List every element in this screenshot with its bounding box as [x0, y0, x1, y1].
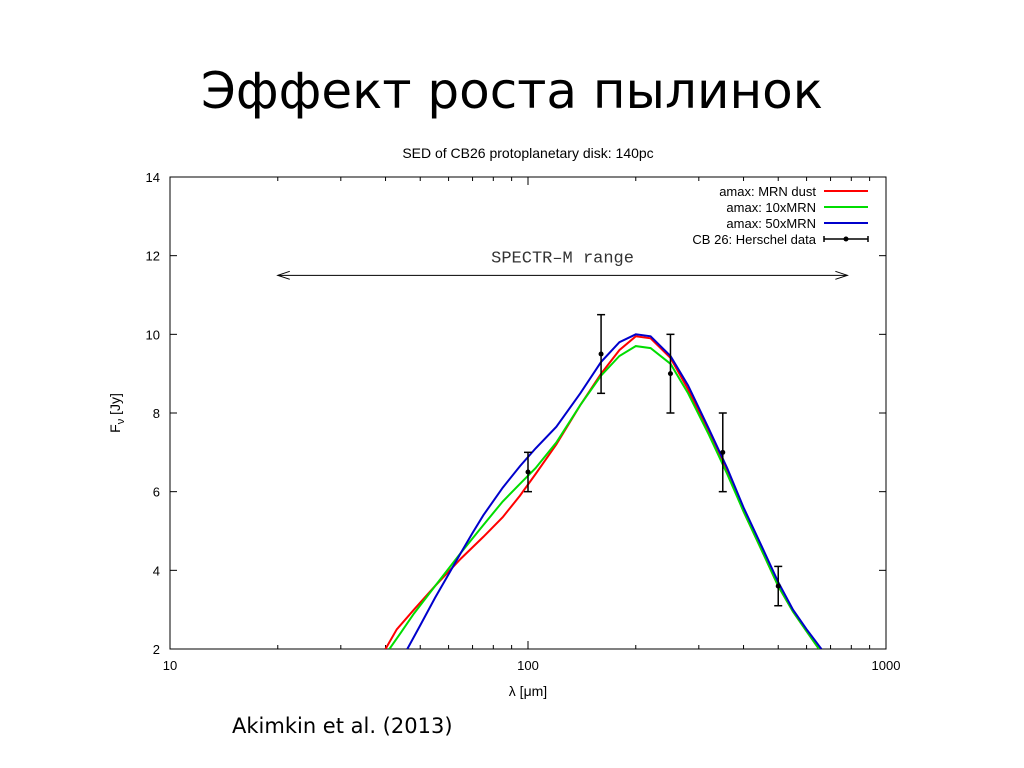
- range-annotation-label: SPECTR–M range: [491, 249, 634, 268]
- citation: Akimkin et al. (2013): [232, 714, 453, 738]
- y-tick-label: 4: [153, 563, 160, 578]
- legend-label: amax: 50xMRN: [726, 216, 816, 231]
- legend-label: amax: MRN dust: [719, 184, 816, 199]
- series-line-3: [406, 333, 823, 649]
- legend-label: amax: 10xMRN: [726, 200, 816, 215]
- range-arrow-head-right: [835, 270, 849, 280]
- data-point: [720, 449, 726, 455]
- y-tick-label: 14: [146, 170, 160, 185]
- legend-label: CB 26: Herschel data: [692, 232, 816, 247]
- legend-swatch-point: [843, 236, 849, 242]
- y-tick-label: 6: [153, 485, 160, 500]
- y-axis-label: Fν [Jy]: [107, 393, 127, 433]
- y-axis-label-sub: ν: [115, 418, 127, 424]
- range-arrow-head-left: [276, 270, 290, 280]
- y-axis-label-main: F: [107, 424, 123, 433]
- data-point: [525, 469, 531, 475]
- data-point: [667, 371, 673, 377]
- y-tick-label: 12: [146, 249, 160, 264]
- slide-title: Эффект роста пылинок: [201, 62, 823, 120]
- y-tick-label: 10: [146, 327, 160, 342]
- series-line-1: [384, 335, 820, 649]
- data-point: [598, 351, 604, 357]
- x-axis-label: λ [μm]: [509, 683, 547, 699]
- x-tick-label: 1000: [872, 658, 901, 673]
- x-tick-label: 10: [163, 658, 177, 673]
- data-point: [775, 583, 781, 589]
- x-tick-label: 100: [517, 658, 539, 673]
- y-tick-label: 2: [153, 642, 160, 657]
- y-axis-label-unit: [Jy]: [107, 393, 123, 419]
- chart-title: SED of CB26 protoplanetary disk: 140pc: [402, 145, 653, 161]
- y-tick-label: 8: [153, 406, 160, 421]
- series-line-2: [388, 345, 820, 649]
